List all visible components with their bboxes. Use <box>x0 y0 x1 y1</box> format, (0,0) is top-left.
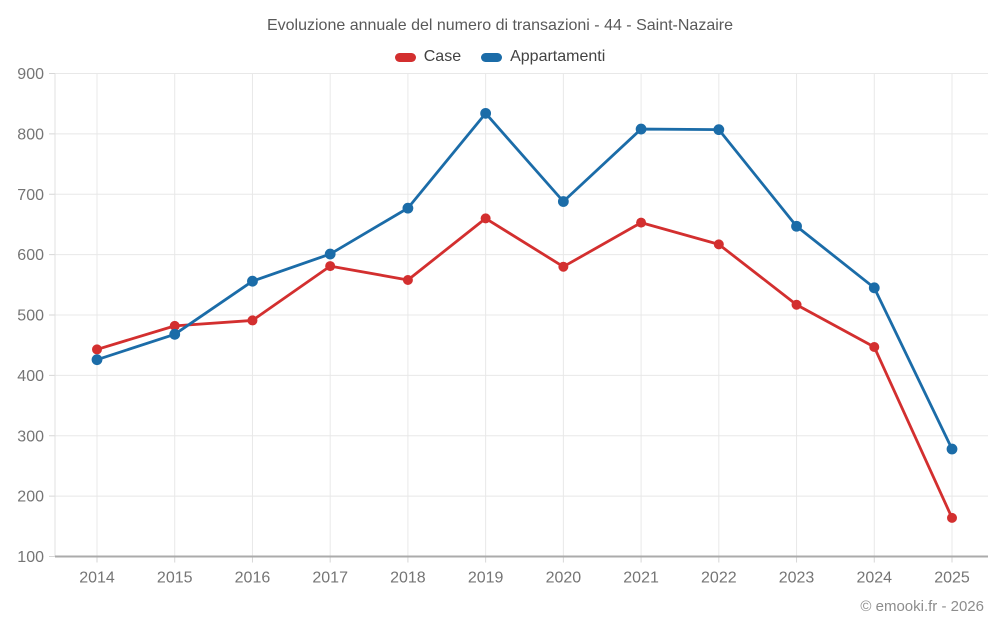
series-line-case <box>95 216 954 520</box>
data-point-case-2020[interactable]: 2020 · Case: 580 <box>558 261 569 272</box>
data-point-appartamenti-2017[interactable]: 2017 · Appartamenti: 601 <box>324 248 336 260</box>
legend-swatch-appartamenti-icon <box>481 52 503 62</box>
data-point-appartamenti-2019[interactable]: 2019 · Appartamenti: 834 <box>480 107 492 119</box>
y-tick-label: 700 <box>17 187 44 204</box>
data-point-appartamenti-2015[interactable]: 2015 · Appartamenti: 468 <box>169 328 181 340</box>
x-tick-label: 2019 <box>468 570 504 587</box>
legend-swatch-case-icon <box>394 52 416 62</box>
x-tick-label: 2021 <box>623 570 659 587</box>
x-tick-label: 2024 <box>856 570 892 587</box>
y-tick-label: 800 <box>17 126 44 143</box>
data-point-case-2019[interactable]: 2019 · Case: 660 <box>480 213 491 224</box>
legend-item-case[interactable]: Case <box>394 48 462 66</box>
data-point-case-2017[interactable]: 2017 · Case: 581 <box>325 261 336 272</box>
y-tick-label: 900 <box>17 66 44 83</box>
data-point-case-2023[interactable]: 2023 · Case: 517 <box>791 299 802 310</box>
x-tick-label: 2020 <box>546 570 582 587</box>
legend-label-appartamenti: Appartamenti <box>510 48 606 65</box>
data-point-appartamenti-2025[interactable]: 2025 · Appartamenti: 278 <box>946 443 958 455</box>
x-tick-label: 2025 <box>934 570 970 587</box>
chart-title: Evoluzione annuale del numero di transaz… <box>266 17 734 34</box>
y-tick-label: 400 <box>17 368 44 385</box>
legend-label-case: Case <box>423 48 462 65</box>
series-line-appartamenti <box>95 111 954 451</box>
x-tick-label: 2016 <box>235 570 271 587</box>
data-point-case-2022[interactable]: 2022 · Case: 617 <box>713 239 724 250</box>
y-tick-label: 100 <box>17 549 44 566</box>
legend-item-appartamenti[interactable]: Appartamenti <box>481 48 605 66</box>
data-point-appartamenti-2022[interactable]: 2022 · Appartamenti: 807 <box>713 124 725 136</box>
data-point-appartamenti-2021[interactable]: 2021 · Appartamenti: 808 <box>635 123 647 135</box>
x-tick-label: 2014 <box>79 570 115 587</box>
y-tick-label: 300 <box>17 428 44 445</box>
data-point-case-2018[interactable]: 2018 · Case: 558 <box>402 274 413 285</box>
data-point-case-2016[interactable]: 2016 · Case: 491 <box>247 315 258 326</box>
data-point-appartamenti-2014[interactable]: 2014 · Appartamenti: 426 <box>91 354 103 366</box>
data-point-appartamenti-2016[interactable]: 2016 · Appartamenti: 556 <box>247 275 258 287</box>
data-point-appartamenti-2023[interactable]: 2023 · Appartamenti: 647 <box>791 220 802 232</box>
x-tick-label: 2017 <box>312 570 348 587</box>
x-tick-label: 2023 <box>779 570 815 587</box>
y-tick-label: 600 <box>17 247 44 264</box>
copyright-text: © emooki.fr - 2026 <box>860 598 984 615</box>
x-tick-label: 2018 <box>390 570 426 587</box>
data-point-case-2014[interactable]: 2014 · Case: 443 <box>92 344 102 355</box>
data-point-appartamenti-2018[interactable]: 2018 · Appartamenti: 677 <box>402 202 414 214</box>
y-tick-label: 200 <box>17 489 44 506</box>
data-point-case-2015[interactable]: 2015 · Case: 482 <box>169 320 180 331</box>
data-point-appartamenti-2024[interactable]: 2024 · Appartamenti: 545 <box>868 282 880 294</box>
data-point-case-2024[interactable]: 2024 · Case: 447 <box>869 341 880 352</box>
chart-legend: Case Appartamenti <box>0 48 1000 66</box>
x-tick-label: 2015 <box>157 570 193 587</box>
data-point-appartamenti-2020[interactable]: 2020 · Appartamenti: 688 <box>557 196 569 207</box>
data-point-case-2021[interactable]: 2021 · Case: 653 <box>636 217 647 228</box>
data-point-case-2025[interactable]: 2025 · Case: 164 <box>947 512 957 523</box>
x-tick-label: 2022 <box>701 570 737 587</box>
y-tick-label: 500 <box>17 308 44 325</box>
